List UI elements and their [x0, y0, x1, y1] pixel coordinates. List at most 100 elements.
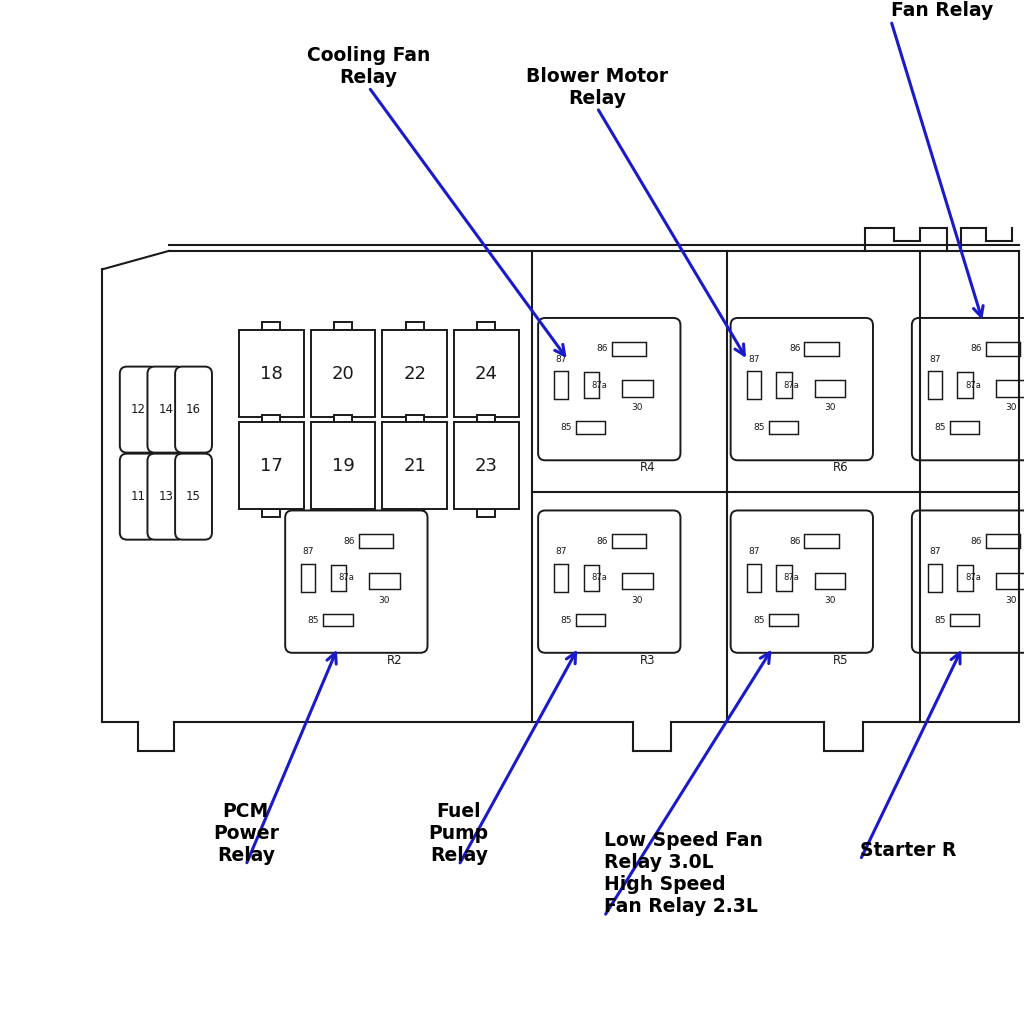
Text: Low Spee
Relay 2.3
High Spe
Fan Relay: Low Spee Relay 2.3 High Spe Fan Relay	[891, 0, 993, 20]
Text: 30: 30	[824, 596, 836, 605]
Text: R3: R3	[640, 654, 655, 667]
Text: 87a: 87a	[965, 573, 981, 583]
Text: 87a: 87a	[784, 573, 800, 583]
Bar	[262, 509, 281, 517]
Text: 87a: 87a	[591, 573, 607, 583]
Bar	[334, 323, 352, 330]
Bar	[776, 373, 792, 398]
Bar	[575, 421, 605, 434]
Bar	[928, 563, 942, 592]
Text: 30: 30	[1006, 403, 1017, 413]
Bar	[584, 373, 599, 398]
Bar	[262, 323, 281, 330]
Bar	[383, 422, 447, 509]
FancyBboxPatch shape	[120, 367, 157, 453]
Bar	[985, 342, 1020, 356]
Text: 30: 30	[1006, 596, 1017, 605]
Bar	[406, 415, 424, 422]
Bar	[334, 415, 352, 422]
FancyBboxPatch shape	[175, 454, 212, 540]
Text: R5: R5	[833, 654, 848, 667]
Text: 18: 18	[260, 365, 283, 383]
Bar	[805, 535, 839, 549]
Text: 12: 12	[131, 403, 145, 416]
Bar	[995, 572, 1024, 590]
Text: PCM
Power
Relay: PCM Power Relay	[213, 802, 279, 865]
Text: 20: 20	[332, 365, 354, 383]
Bar	[406, 418, 424, 425]
Bar	[358, 535, 393, 549]
Bar	[928, 372, 942, 399]
Text: 85: 85	[935, 615, 946, 625]
FancyBboxPatch shape	[285, 510, 428, 653]
Text: 19: 19	[332, 457, 354, 475]
Text: 11: 11	[131, 490, 145, 503]
Bar	[406, 323, 424, 330]
Text: 17: 17	[260, 457, 283, 475]
FancyBboxPatch shape	[731, 510, 872, 653]
Bar	[301, 563, 315, 592]
Bar	[950, 421, 979, 434]
Text: Low Speed Fan
Relay 3.0L
High Speed
Fan Relay 2.3L: Low Speed Fan Relay 3.0L High Speed Fan …	[604, 831, 763, 916]
Text: 87: 87	[303, 547, 314, 556]
Bar	[406, 509, 424, 517]
Text: 87: 87	[556, 354, 567, 364]
Text: 86: 86	[344, 537, 355, 546]
Bar	[369, 572, 399, 590]
Text: R4: R4	[640, 461, 655, 474]
Text: R6: R6	[833, 461, 848, 474]
Bar	[746, 563, 761, 592]
Bar	[776, 565, 792, 591]
Text: 30: 30	[379, 596, 390, 605]
Bar	[240, 422, 303, 509]
Bar	[311, 422, 375, 509]
Bar	[455, 422, 518, 509]
Bar	[815, 572, 846, 590]
Text: 85: 85	[561, 615, 572, 625]
Text: 87a: 87a	[784, 381, 800, 390]
FancyBboxPatch shape	[120, 454, 157, 540]
Text: 85: 85	[935, 423, 946, 432]
Bar	[622, 380, 653, 396]
Text: 30: 30	[632, 596, 643, 605]
Text: 15: 15	[186, 490, 201, 503]
FancyBboxPatch shape	[731, 317, 872, 461]
Bar	[455, 330, 518, 418]
Text: Cooling Fan
Relay: Cooling Fan Relay	[307, 46, 430, 87]
Text: 24: 24	[475, 365, 498, 383]
Text: 87: 87	[749, 547, 760, 556]
Bar	[331, 565, 346, 591]
Bar	[477, 323, 496, 330]
Bar	[950, 613, 979, 627]
Bar	[334, 418, 352, 425]
Bar	[383, 330, 447, 418]
Text: 21: 21	[403, 457, 426, 475]
Text: 14: 14	[159, 403, 173, 416]
Text: 87: 87	[930, 547, 941, 556]
Bar	[262, 415, 281, 422]
Bar	[240, 330, 303, 418]
Bar	[805, 342, 839, 356]
Bar	[746, 372, 761, 399]
Bar	[324, 613, 352, 627]
Text: 16: 16	[186, 403, 201, 416]
Text: 87: 87	[556, 547, 567, 556]
Bar	[334, 509, 352, 517]
Text: 23: 23	[475, 457, 498, 475]
FancyBboxPatch shape	[911, 317, 1024, 461]
Text: 86: 86	[790, 344, 801, 353]
Text: 87: 87	[749, 354, 760, 364]
Text: 87a: 87a	[591, 381, 607, 390]
Bar	[768, 421, 798, 434]
Text: 85: 85	[754, 615, 765, 625]
Bar	[554, 563, 568, 592]
Text: 87a: 87a	[338, 573, 354, 583]
Bar	[477, 415, 496, 422]
Bar	[957, 565, 973, 591]
Bar	[611, 535, 646, 549]
Text: 85: 85	[561, 423, 572, 432]
FancyBboxPatch shape	[175, 367, 212, 453]
Text: 86: 86	[971, 537, 982, 546]
Text: Fuel
Pump
Relay: Fuel Pump Relay	[429, 802, 488, 865]
Text: 85: 85	[308, 615, 319, 625]
